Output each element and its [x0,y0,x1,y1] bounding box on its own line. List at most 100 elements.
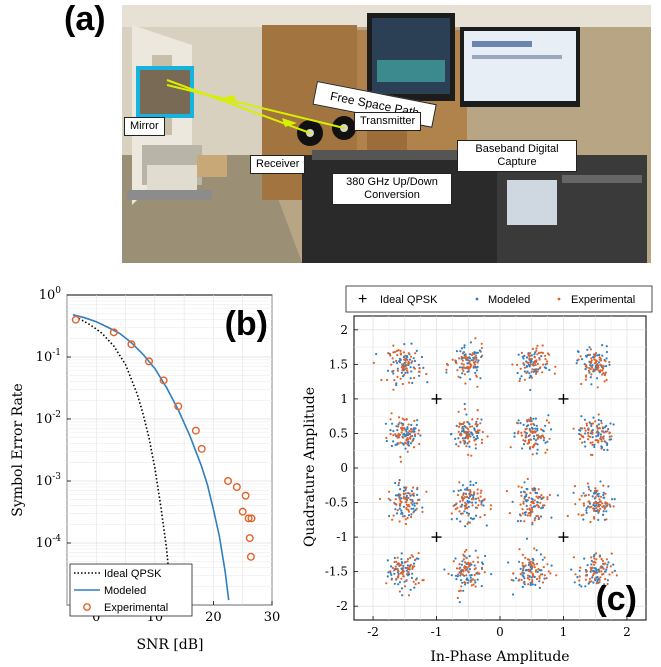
experimental-point [481,347,483,349]
experimental-point [405,361,407,363]
experimental-point [484,514,486,516]
experimental-point [609,432,611,434]
experimental-point [397,437,399,439]
experimental-point [405,523,407,525]
experimental-point [458,510,460,512]
modeled-point [411,573,413,575]
modeled-point [455,443,457,445]
experimental-point [406,498,408,500]
experimental-point [532,348,534,350]
experimental-point [400,578,402,580]
experimental-point [531,377,533,379]
experimental-point [583,505,585,507]
experimental-point [529,492,531,494]
modeled-point [398,360,400,362]
modeled-point [540,515,542,517]
modeled-point [408,514,410,516]
modeled-point [607,485,609,487]
experimental-point [546,498,548,500]
experimental-point [392,370,394,372]
experimental-point [453,560,455,562]
modeled-point [584,432,586,434]
experimental-point [393,515,395,517]
experimental-point [554,373,556,375]
experimental-point [414,559,416,561]
modeled-point [409,557,411,559]
modeled-point [388,515,390,517]
experimental-point [521,508,523,510]
modeled-point [535,492,537,494]
experimental-point [598,413,600,415]
experimental-point [490,504,492,506]
experimental-point [546,577,548,579]
experimental-point [481,355,483,357]
modeled-point [462,484,464,486]
experimental-point [417,433,419,435]
modeled-point [588,583,590,585]
experimental-point [590,567,592,569]
experimental-point [464,551,466,553]
experimental-point [529,352,531,354]
modeled-point [517,372,519,374]
experimental-point [402,383,404,385]
modeled-point [598,354,600,356]
experimental-point [473,362,475,364]
modeled-point [543,578,545,580]
updown-label-line2: Conversion [338,189,446,202]
modeled-point [583,558,585,560]
experimental-point [534,356,536,358]
experimental-point [539,496,541,498]
experimental-point [602,560,604,562]
experimental-point [574,573,576,575]
experimental-point [544,557,546,559]
experimental-point [465,367,467,369]
experimental-point [522,567,524,569]
modeled-point [533,371,535,373]
experimental-point [596,368,598,370]
experimental-point [593,557,595,559]
modeled-point [593,446,595,448]
modeled-point [533,505,535,507]
modeled-point [474,581,476,583]
modeled-point [480,418,482,420]
experimental-point [518,548,520,550]
experimental-point [599,427,601,429]
experimental-point [600,496,602,498]
experimental-point [587,482,589,484]
experimental-point [543,566,545,568]
experimental-point [457,445,459,447]
experimental-point [463,581,465,583]
experimental-point [400,564,402,566]
modeled-point [469,481,471,483]
modeled-point [413,431,415,433]
experimental-point [459,422,461,424]
modeled-point [593,567,595,569]
experimental-point [542,344,544,346]
modeled-point [586,349,588,351]
experimental-point [598,505,600,507]
modeled-point [475,515,477,517]
experimental-point [408,430,410,432]
modeled-point [392,440,394,442]
chart-c-ytick-label: 1 [340,392,348,406]
experimental-point [466,421,468,423]
experimental-point [468,441,470,443]
experimental-point [594,487,596,489]
modeled-point [526,488,528,490]
modeled-point [533,435,535,437]
experimental-point [532,423,534,425]
modeled-point [387,575,389,577]
experimental-point [591,441,593,443]
modeled-point [613,423,615,425]
experimental-point [538,575,540,577]
modeled-point [413,502,415,504]
experimental-point [464,561,466,563]
experimental-point [582,514,584,516]
experimental-point [516,364,518,366]
experimental-point [462,370,464,372]
experimental-point [461,363,463,365]
modeled-point [474,351,476,353]
experimental-point [526,362,528,364]
experimental-point [409,566,411,568]
modeled-point [455,578,457,580]
